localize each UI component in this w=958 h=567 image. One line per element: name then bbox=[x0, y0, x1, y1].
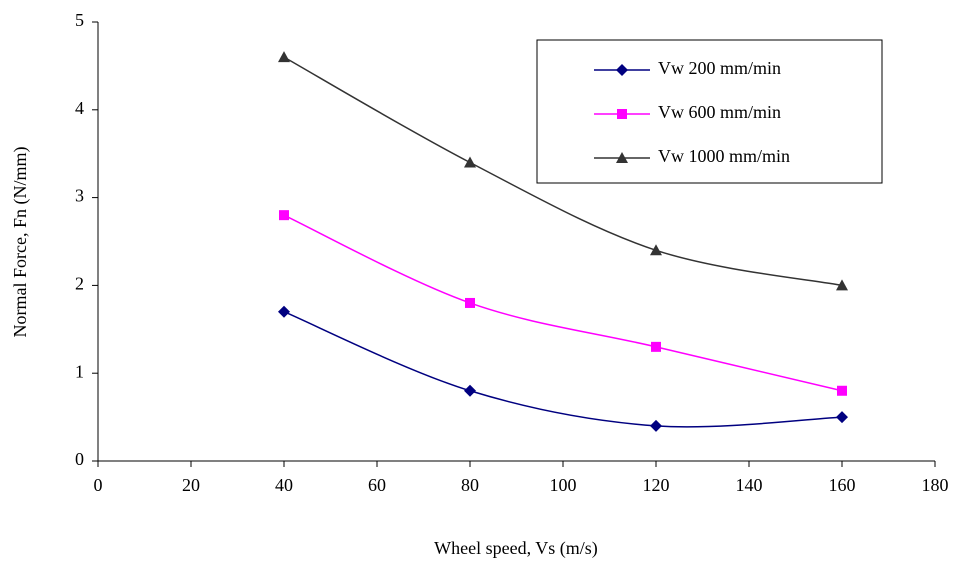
marker bbox=[837, 385, 847, 396]
y-tick-label: 4 bbox=[75, 98, 84, 118]
y-axis-title: Normal Force, Fn (N/mm) bbox=[10, 147, 31, 338]
x-tick-label: 80 bbox=[461, 475, 479, 495]
x-tick-label: 40 bbox=[275, 475, 293, 495]
marker bbox=[464, 384, 476, 397]
marker bbox=[651, 341, 661, 352]
x-tick-label: 60 bbox=[368, 475, 386, 495]
marker bbox=[279, 210, 289, 221]
x-tick-label: 140 bbox=[736, 475, 763, 495]
legend-label: Vw 200 mm/min bbox=[658, 58, 781, 78]
marker bbox=[465, 297, 475, 308]
x-tick-label: 100 bbox=[550, 475, 577, 495]
marker bbox=[616, 64, 628, 76]
marker bbox=[650, 419, 662, 432]
x-tick-label: 160 bbox=[829, 475, 856, 495]
marker bbox=[278, 305, 290, 318]
marker bbox=[616, 152, 628, 163]
y-tick-label: 5 bbox=[75, 10, 84, 30]
y-tick-label: 0 bbox=[75, 449, 84, 469]
x-axis-title: Wheel speed, Vs (m/s) bbox=[434, 538, 598, 559]
x-tick-label: 0 bbox=[94, 475, 103, 495]
x-tick-label: 120 bbox=[643, 475, 670, 495]
series-line bbox=[283, 311, 843, 428]
legend-box bbox=[536, 39, 883, 184]
legend-label: Vw 600 mm/min bbox=[658, 102, 781, 122]
marker bbox=[617, 109, 627, 119]
x-tick-label: 20 bbox=[182, 475, 200, 495]
y-tick-label: 3 bbox=[75, 186, 84, 206]
marker bbox=[464, 156, 476, 168]
marker bbox=[650, 244, 662, 256]
y-tick-label: 2 bbox=[75, 274, 84, 294]
marker bbox=[836, 279, 848, 291]
y-tick-label: 1 bbox=[75, 361, 84, 381]
series-line bbox=[283, 56, 843, 287]
x-tick-label: 180 bbox=[922, 475, 949, 495]
series-line bbox=[283, 214, 843, 392]
legend-label: Vw 1000 mm/min bbox=[658, 146, 790, 166]
marker bbox=[836, 411, 848, 424]
marker bbox=[278, 51, 290, 63]
